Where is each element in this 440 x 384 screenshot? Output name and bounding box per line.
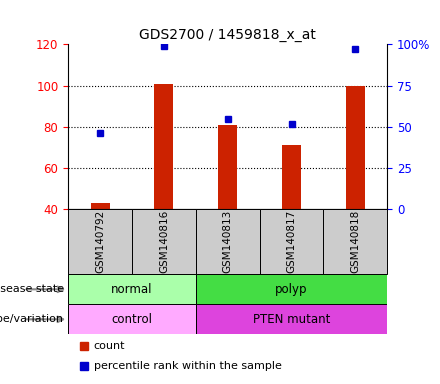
Bar xyxy=(68,209,132,274)
Bar xyxy=(68,304,196,334)
Bar xyxy=(154,83,173,209)
Bar xyxy=(196,274,387,304)
Text: GSM140813: GSM140813 xyxy=(223,210,233,273)
Text: PTEN mutant: PTEN mutant xyxy=(253,313,330,326)
Text: genotype/variation: genotype/variation xyxy=(0,314,64,324)
Text: GSM140818: GSM140818 xyxy=(350,210,360,273)
Text: control: control xyxy=(111,313,153,326)
Text: GSM140817: GSM140817 xyxy=(286,210,297,273)
Text: normal: normal xyxy=(111,283,153,296)
Text: count: count xyxy=(94,341,125,351)
Text: percentile rank within the sample: percentile rank within the sample xyxy=(94,361,282,371)
Bar xyxy=(218,125,237,209)
Bar xyxy=(323,209,387,274)
Bar xyxy=(196,304,387,334)
Bar xyxy=(282,146,301,209)
Bar xyxy=(260,209,323,274)
Text: GSM140816: GSM140816 xyxy=(159,210,169,273)
Text: polyp: polyp xyxy=(275,283,308,296)
Bar xyxy=(132,209,196,274)
Bar xyxy=(68,274,196,304)
Text: GSM140792: GSM140792 xyxy=(95,210,105,273)
Bar xyxy=(91,203,110,209)
Bar xyxy=(346,86,365,209)
Title: GDS2700 / 1459818_x_at: GDS2700 / 1459818_x_at xyxy=(139,28,316,42)
Bar xyxy=(196,209,260,274)
Text: disease state: disease state xyxy=(0,284,64,294)
